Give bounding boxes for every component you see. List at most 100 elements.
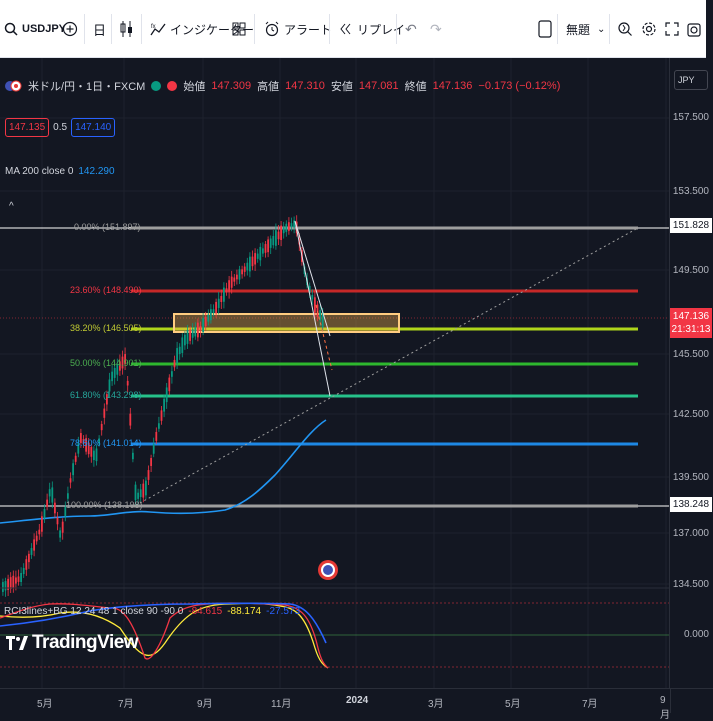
rci-line-mid <box>0 602 329 669</box>
candle-body <box>204 316 207 327</box>
projection-line[interactable] <box>294 220 331 397</box>
fib-level-label: 23.60% (148.490) <box>70 285 142 295</box>
publish-button-edge[interactable] <box>706 0 713 58</box>
currency-selector[interactable]: JPY <box>674 70 708 90</box>
toolbar-divider <box>111 14 112 44</box>
axis-corner[interactable] <box>670 688 713 713</box>
open-value: 147.309 <box>211 80 252 92</box>
candle-body <box>316 304 319 317</box>
collapse-legend-button[interactable]: ^ <box>9 201 14 212</box>
time-tick: 7月 <box>118 699 134 710</box>
redo-icon: ↷ <box>430 20 442 37</box>
candle-body <box>319 310 321 321</box>
layout-name-menu[interactable]: 無題 <box>566 0 590 58</box>
redo-button[interactable]: ↷ <box>430 0 442 58</box>
chart-pane[interactable]: 米ドル/円・1日・FXCM 始値 147.309 高値 147.310 安値 147.… <box>0 58 713 713</box>
price-tick: 137.000 <box>672 528 709 539</box>
candle-body <box>236 274 238 280</box>
templates-button[interactable] <box>232 0 246 58</box>
candle-body <box>72 463 74 476</box>
indicator-legend[interactable]: RCI3lines+BG 12 24 48 1 close 90 -90 0 -… <box>4 606 300 617</box>
candle-body <box>46 499 48 507</box>
snapshot-button[interactable] <box>687 0 701 58</box>
candle-body <box>288 222 290 231</box>
candle-body <box>241 269 243 275</box>
time-tick-year: 2024 <box>346 695 369 706</box>
candle-body <box>116 364 119 375</box>
layout-dropdown[interactable]: ⌄ <box>597 0 605 58</box>
candle-body <box>15 577 17 584</box>
candle-body <box>25 559 28 570</box>
candle-body <box>20 572 22 583</box>
candle-body <box>121 356 124 369</box>
toolbar-divider <box>141 14 142 44</box>
candle-body <box>4 581 7 591</box>
undo-icon: ↶ <box>405 20 417 37</box>
candle-body <box>134 484 137 501</box>
candle-body <box>212 309 215 314</box>
tradingview-wordmark: TradingView <box>32 632 139 653</box>
spread-value: 0.5 <box>53 122 68 133</box>
candle-body <box>197 322 199 338</box>
replay-button[interactable]: リプレイ <box>339 0 405 58</box>
time-tick: 9月 <box>660 695 670 721</box>
projection-dashed-line[interactable] <box>315 304 333 371</box>
grid <box>0 58 670 688</box>
time-axis[interactable]: 5月 7月 9月 11月 2024 3月 5月 7月 9月 <box>0 688 670 721</box>
candle-body <box>246 262 249 271</box>
candle-body <box>228 280 230 292</box>
indicators-icon: fx <box>150 23 166 36</box>
fullscreen-button[interactable] <box>665 0 679 58</box>
timeframe-button[interactable]: 日 <box>93 0 106 58</box>
candle-body <box>17 576 20 582</box>
alert-button[interactable]: アラート <box>264 0 332 58</box>
chart-canvas[interactable] <box>0 58 713 713</box>
candle-body <box>191 329 194 338</box>
time-tick: 5月 <box>37 699 53 710</box>
quick-search-button[interactable] <box>617 0 633 58</box>
toolbar-divider <box>254 14 255 44</box>
highlight-zone-rectangle[interactable] <box>173 313 400 333</box>
toolbar-divider <box>84 14 85 44</box>
candle-body <box>124 354 126 365</box>
fib-retracement[interactable] <box>131 226 638 508</box>
candle-body <box>129 413 132 426</box>
candle-body <box>267 239 269 253</box>
buy-button[interactable]: 147.140 <box>71 118 116 137</box>
price-tick: 145.500 <box>672 349 709 360</box>
toolbar-divider <box>396 14 397 44</box>
layout-icon <box>538 20 552 38</box>
undo-button[interactable]: ↶ <box>405 0 417 58</box>
change-value: −0.173 (−0.12%) <box>478 80 561 92</box>
candle-body <box>215 301 217 314</box>
fib-level-label: 100.00% (138.108) <box>66 500 143 510</box>
price-axis[interactable]: JPY 157.500 153.500 149.500 145.500 142.… <box>669 58 713 688</box>
candle-body <box>184 334 186 346</box>
projection-line-2[interactable] <box>294 220 331 337</box>
plus-circle-icon <box>62 21 78 37</box>
candle-body <box>238 269 241 280</box>
candle-body <box>132 452 134 460</box>
candle-body <box>249 256 251 272</box>
sell-button[interactable]: 147.135 <box>5 118 50 137</box>
compare-button[interactable] <box>62 0 78 58</box>
top-line-price-badge: 151.828 <box>670 218 712 233</box>
layout-button[interactable] <box>538 0 552 58</box>
chart-type-button[interactable] <box>119 0 135 58</box>
high-value: 147.310 <box>285 80 325 92</box>
candle-body <box>48 489 51 497</box>
current-price: 147.136 <box>672 311 710 322</box>
symbol-search-button[interactable]: USDJPY <box>4 0 66 58</box>
settings-button[interactable] <box>641 0 657 58</box>
legend-title[interactable]: 米ドル/円・1日・FXCM <box>28 81 146 93</box>
candle-body <box>59 530 61 538</box>
candle-body <box>139 489 142 498</box>
candle-body <box>82 439 85 444</box>
fib-level-label: 0.00% (151.897) <box>74 222 141 232</box>
candle-body <box>207 314 210 322</box>
ma-value: 142.290 <box>78 166 115 177</box>
candle-body <box>9 577 12 590</box>
candle-body <box>100 423 103 431</box>
ma-legend[interactable]: MA 200 close 0 142.290 <box>5 166 115 177</box>
tradingview-logo[interactable]: TradingView <box>6 632 139 654</box>
